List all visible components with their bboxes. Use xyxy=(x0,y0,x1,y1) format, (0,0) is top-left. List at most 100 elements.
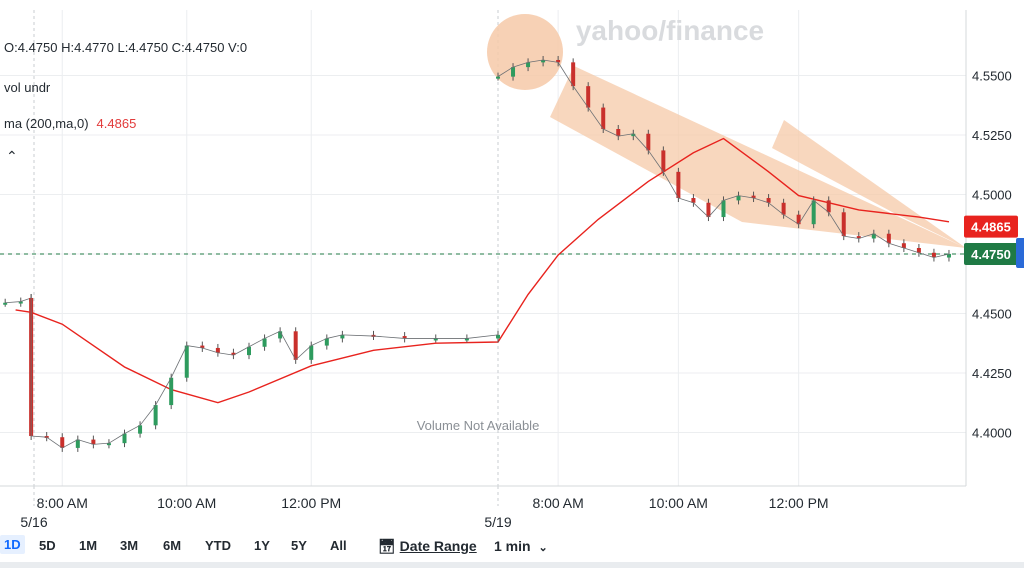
candle-body xyxy=(676,171,681,199)
candle-body xyxy=(631,133,636,137)
price-connector xyxy=(93,442,109,445)
y-tick-label: 4.4500 xyxy=(972,306,1012,321)
candle-body xyxy=(511,67,516,77)
chevron-down-icon: ⌄ xyxy=(538,542,548,554)
x-tick-label: 12:00 PM xyxy=(769,495,829,511)
price-connector xyxy=(572,85,589,108)
price-connector xyxy=(768,202,784,215)
price-connector xyxy=(933,253,950,258)
date-range-button[interactable]: 📅︎ Date Range xyxy=(378,538,477,555)
candle-body xyxy=(601,107,606,129)
candle-body xyxy=(691,198,696,203)
candle-body xyxy=(751,195,756,199)
candle-body xyxy=(91,439,96,445)
candle-body xyxy=(433,338,438,341)
price-connector xyxy=(124,424,141,434)
candle-body xyxy=(278,331,283,339)
price-connector xyxy=(466,334,499,339)
price-connector xyxy=(858,233,874,239)
price-connector xyxy=(295,345,312,361)
chart-side-handle[interactable] xyxy=(1016,238,1024,268)
price-connector xyxy=(528,59,544,63)
horizontal-scrollbar[interactable] xyxy=(0,562,1024,568)
price-connector xyxy=(202,347,218,354)
interval-select[interactable]: 1 min ⌄ xyxy=(494,538,548,554)
price-connector xyxy=(903,247,920,254)
price-connector xyxy=(603,128,619,137)
moving-average-series xyxy=(15,137,950,404)
price-connector xyxy=(497,66,514,77)
candle-body xyxy=(3,302,8,305)
x-tick-label: 12:00 PM xyxy=(281,495,341,511)
last-price-badge-bg xyxy=(964,242,1018,265)
price-connector xyxy=(753,197,769,204)
range-3m-button[interactable]: 3M xyxy=(120,538,139,553)
price-connector xyxy=(108,433,125,444)
price-connector xyxy=(186,345,203,349)
chart-annotations xyxy=(487,14,966,248)
price-connector xyxy=(843,235,859,239)
candle-body xyxy=(60,437,65,448)
range-6m-button[interactable]: 6M xyxy=(163,538,182,553)
candle-body xyxy=(736,195,741,201)
candle-body xyxy=(571,62,576,87)
range-ytd-button[interactable]: YTD xyxy=(205,538,231,553)
y-tick-label: 4.5500 xyxy=(972,68,1012,83)
range-5y-button[interactable]: 5Y xyxy=(291,538,307,553)
candle-body xyxy=(946,253,951,258)
candle-body xyxy=(215,347,220,353)
price-connector xyxy=(217,352,234,356)
price-connector xyxy=(587,107,604,130)
price-connector xyxy=(813,200,829,213)
yahoo-finance-watermark: yahoo/finance xyxy=(576,15,764,46)
chart-axes: 4.5500 4.5250 4.5000 4.4750 4.4500 4.4250 4.40… xyxy=(0,10,1018,530)
price-connector xyxy=(326,334,343,339)
range-all-button[interactable]: All xyxy=(330,538,347,553)
candle-body xyxy=(153,405,158,426)
candle-body xyxy=(262,338,267,347)
price-connector xyxy=(783,214,799,225)
y-tick-label: 4.5000 xyxy=(972,187,1012,202)
candle-body xyxy=(324,338,329,346)
chevron-up-icon[interactable]: ⌃ xyxy=(6,148,18,164)
candle-body xyxy=(122,433,127,444)
candle-body xyxy=(766,198,771,203)
price-series xyxy=(3,55,951,452)
x-tick-label: 8:00 AM xyxy=(37,495,88,511)
price-connector xyxy=(77,439,94,445)
candle-body xyxy=(586,86,591,108)
candle-body xyxy=(721,200,726,218)
candle-body xyxy=(916,248,921,253)
interval-label: 1 min xyxy=(494,538,531,554)
price-connector xyxy=(373,335,405,339)
x-tick-label: 8:00 AM xyxy=(532,495,583,511)
candle-body xyxy=(886,233,891,244)
day-label: 5/16 xyxy=(20,514,47,530)
ma-indicator-label[interactable]: ma (200,ma,0) 4.4865 xyxy=(4,116,136,131)
candle-body xyxy=(138,425,143,434)
ma-line xyxy=(15,137,950,404)
price-connector xyxy=(738,195,754,199)
range-1m-button[interactable]: 1M xyxy=(79,538,98,553)
price-connector xyxy=(873,233,890,244)
price-connector xyxy=(693,202,709,218)
price-connector xyxy=(233,346,250,356)
range-toolbar: 1D 5D 1M 3M 6M YTD 1Y 5Y All 📅︎ Date Ran… xyxy=(0,532,1024,562)
range-1y-button[interactable]: 1Y xyxy=(254,538,270,553)
price-connector xyxy=(62,439,79,449)
range-5d-button[interactable]: 5D xyxy=(39,538,56,553)
ohlc-readout: O:4.4750 H:4.4770 L:4.4750 C:4.4750 V:0 xyxy=(4,40,248,55)
chart-grid xyxy=(0,10,966,506)
price-connector xyxy=(557,62,574,87)
price-connector xyxy=(543,59,559,63)
price-connector xyxy=(155,377,172,406)
candle-body xyxy=(231,352,236,356)
y-tick-label: 4.4000 xyxy=(972,425,1012,440)
x-tick-label: 10:00 AM xyxy=(649,495,708,511)
price-connector xyxy=(512,61,529,68)
volume-indicator-label[interactable]: vol undr xyxy=(4,80,51,95)
candle-body xyxy=(826,200,831,213)
range-1d-button[interactable]: 1D xyxy=(0,535,25,554)
candle-body xyxy=(247,346,251,356)
